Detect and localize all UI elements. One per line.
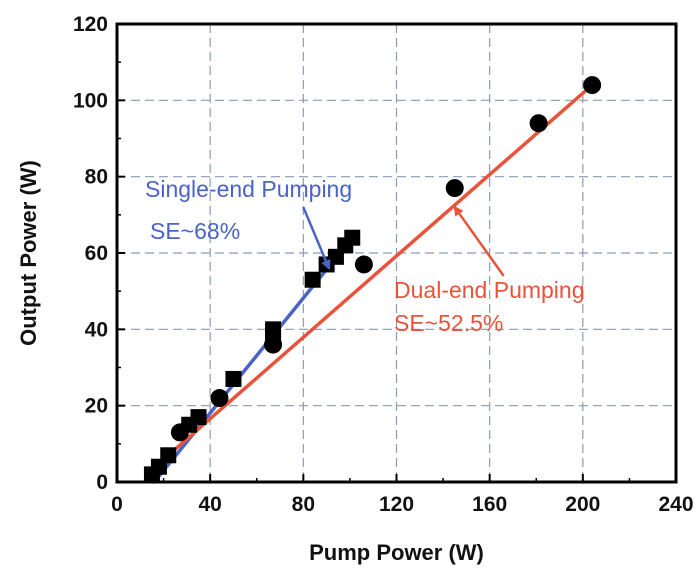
x-axis-title: Pump Power (W)	[309, 540, 484, 565]
circle-data-point	[170, 423, 189, 442]
square-data-point	[160, 447, 177, 464]
square-data-point	[344, 229, 361, 246]
square-data-point	[225, 370, 242, 387]
square-data-point	[190, 409, 207, 426]
x-tick-label: 40	[198, 493, 221, 516]
y-tick-label: 0	[96, 471, 108, 494]
single-end-fit-line	[152, 235, 354, 484]
y-axis-title: Output Power (W)	[16, 160, 41, 346]
square-data-point	[304, 271, 321, 288]
single-end-annotation-title: Single-end Pumping	[145, 176, 352, 202]
single-end-annotation-arrow	[302, 206, 331, 271]
y-tick-label: 20	[85, 395, 108, 418]
x-tick-label: 160	[472, 493, 507, 516]
circle-data-point	[445, 179, 464, 198]
circle-data-point	[210, 389, 229, 408]
x-tick-label: 200	[565, 493, 600, 516]
y-tick-label: 100	[73, 89, 108, 112]
dual-end-annotation-efficiency: SE~52.5%	[394, 310, 503, 336]
dual-end-fit-line	[166, 83, 594, 458]
x-tick-label: 80	[292, 493, 315, 516]
x-tick-label: 0	[111, 493, 123, 516]
dual-end-annotation-arrow	[453, 205, 505, 277]
square-data-point	[265, 321, 282, 338]
circle-data-point	[583, 76, 602, 95]
circle-data-point	[354, 255, 373, 274]
circle-data-point	[529, 114, 548, 133]
dual-end-annotation-title: Dual-end Pumping	[394, 277, 585, 303]
y-tick-label: 40	[85, 318, 108, 341]
circle-data-point	[264, 335, 283, 354]
single-end-annotation-efficiency: SE~68%	[150, 218, 240, 244]
y-tick-label: 80	[85, 166, 108, 189]
y-tick-label: 120	[73, 13, 108, 36]
x-tick-label: 240	[658, 493, 693, 516]
x-tick-label: 120	[379, 493, 414, 516]
y-tick-label: 60	[85, 242, 108, 265]
